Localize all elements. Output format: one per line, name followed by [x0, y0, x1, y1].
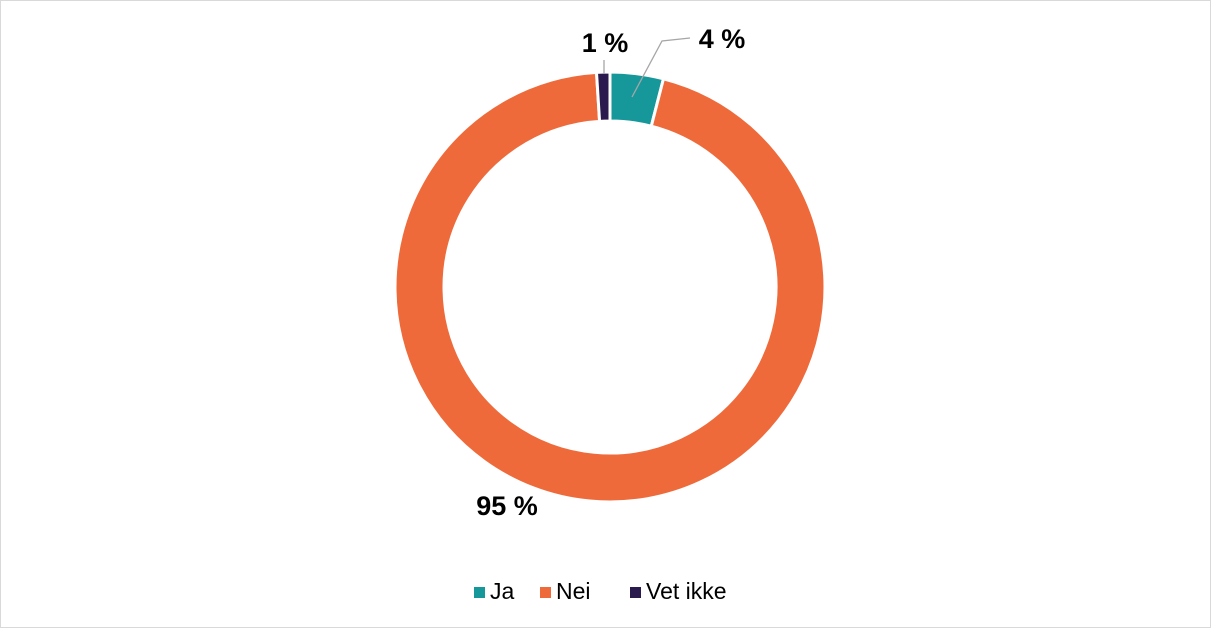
donut-slice	[594, 70, 612, 123]
data-label: 95 %	[476, 491, 538, 521]
legend-label: Nei	[556, 578, 591, 604]
legend-label: Vet ikke	[646, 578, 727, 604]
legend-swatch	[474, 587, 485, 598]
data-label: 1 %	[582, 28, 629, 58]
donut-slice	[393, 70, 827, 504]
legend-swatch	[540, 587, 551, 598]
data-label: 4 %	[699, 24, 746, 54]
legend-swatch	[630, 587, 641, 598]
leader-line	[631, 37, 691, 98]
legend-label: Ja	[490, 578, 515, 604]
